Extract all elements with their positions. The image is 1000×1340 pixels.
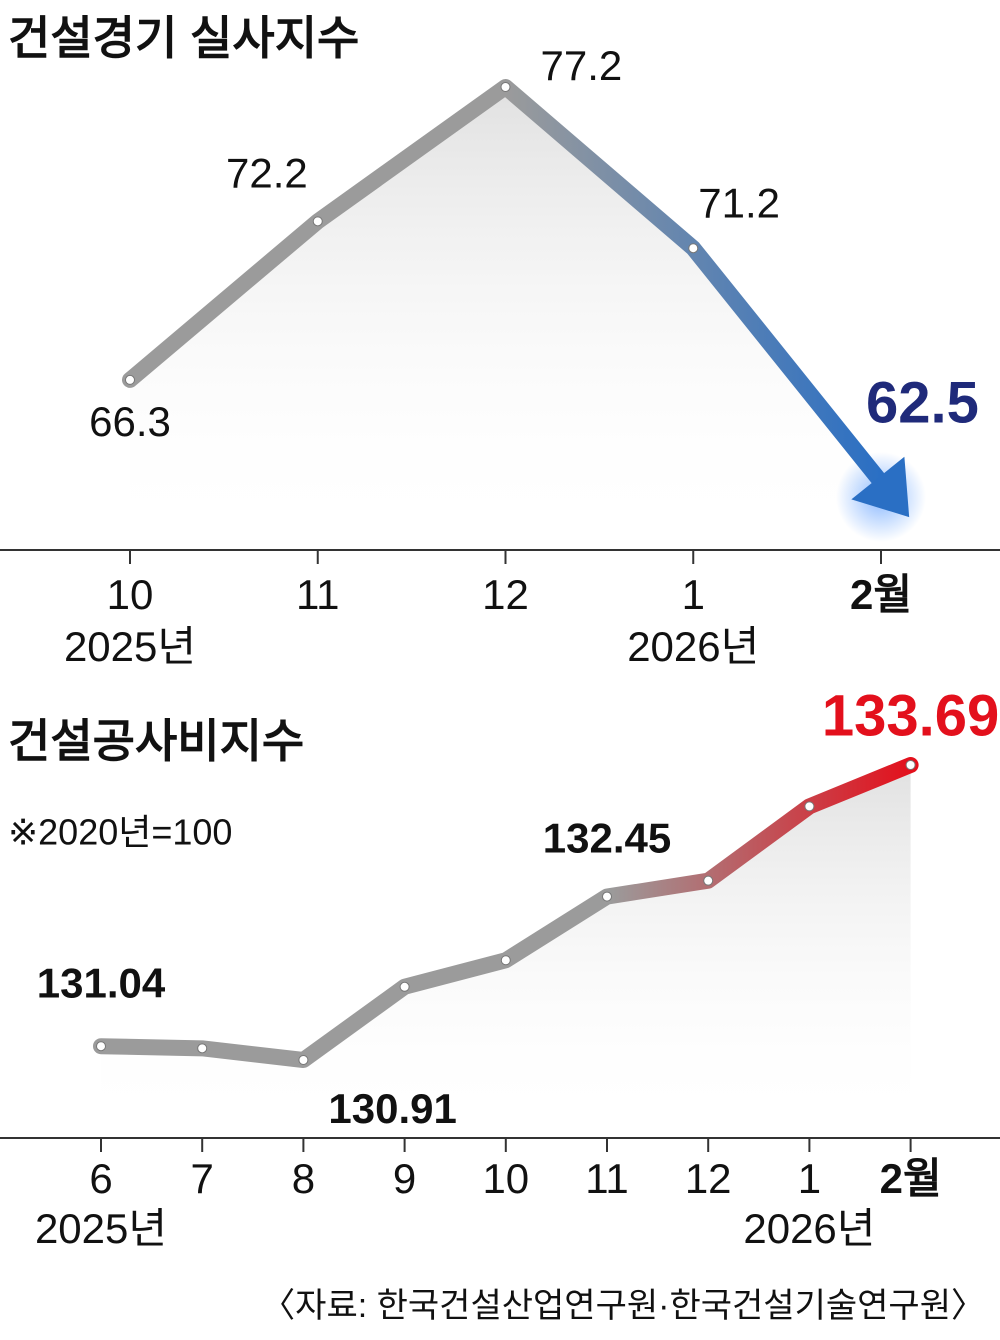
value-label: 71.2 <box>698 179 780 226</box>
point <box>96 1041 106 1052</box>
point <box>804 801 815 812</box>
point <box>500 955 511 966</box>
chart-subtitle: ※2020년=100 <box>8 812 232 853</box>
point <box>602 891 612 902</box>
point <box>298 1055 309 1065</box>
x-tick-label: 7 <box>191 1155 214 1202</box>
year-label: 2025년 <box>35 1205 167 1252</box>
x-tick-label: 9 <box>393 1155 416 1202</box>
area-shade <box>130 87 881 540</box>
x-tick-label: 12 <box>685 1155 732 1202</box>
point <box>500 82 511 92</box>
value-label-highlight: 133.69 <box>822 683 999 748</box>
point <box>399 981 410 992</box>
area-shade <box>101 765 911 1128</box>
point <box>312 216 323 227</box>
x-tick-label: 6 <box>89 1155 112 1202</box>
value-label: 130.91 <box>328 1085 456 1132</box>
x-tick-label: 10 <box>482 1155 529 1202</box>
point <box>703 875 714 886</box>
chart-title: 건설경기 실사지수 <box>8 12 359 64</box>
value-label: 66.3 <box>89 398 171 445</box>
year-label: 2026년 <box>743 1205 875 1252</box>
value-label: 131.04 <box>37 959 166 1006</box>
x-tick-label: 1 <box>798 1155 821 1202</box>
year-label: 2025년 <box>64 623 196 670</box>
x-tick-label: 11 <box>585 1155 629 1202</box>
value-label: 77.2 <box>541 42 623 89</box>
x-tick-label: 12 <box>482 571 529 618</box>
arrow-head <box>851 456 910 518</box>
x-tick-label: 11 <box>296 571 340 618</box>
year-label: 2026년 <box>627 623 759 670</box>
x-tick-label: 8 <box>292 1155 315 1202</box>
x-tick-label: 10 <box>107 571 154 618</box>
value-label-highlight: 62.5 <box>866 370 979 435</box>
point <box>125 374 135 385</box>
x-tick-label: 2월 <box>880 1155 942 1202</box>
point <box>197 1043 208 1054</box>
value-label: 72.2 <box>226 149 308 196</box>
chart-title: 건설공사비지수 <box>8 715 304 767</box>
source: 〈자료: 한국건설산업연구원·한국건설기술연구원〉 <box>261 1287 985 1325</box>
point <box>905 760 916 770</box>
x-tick-label: 2월 <box>850 571 912 618</box>
x-tick-label: 1 <box>682 571 705 618</box>
value-label: 132.45 <box>543 815 671 862</box>
point <box>688 243 699 254</box>
